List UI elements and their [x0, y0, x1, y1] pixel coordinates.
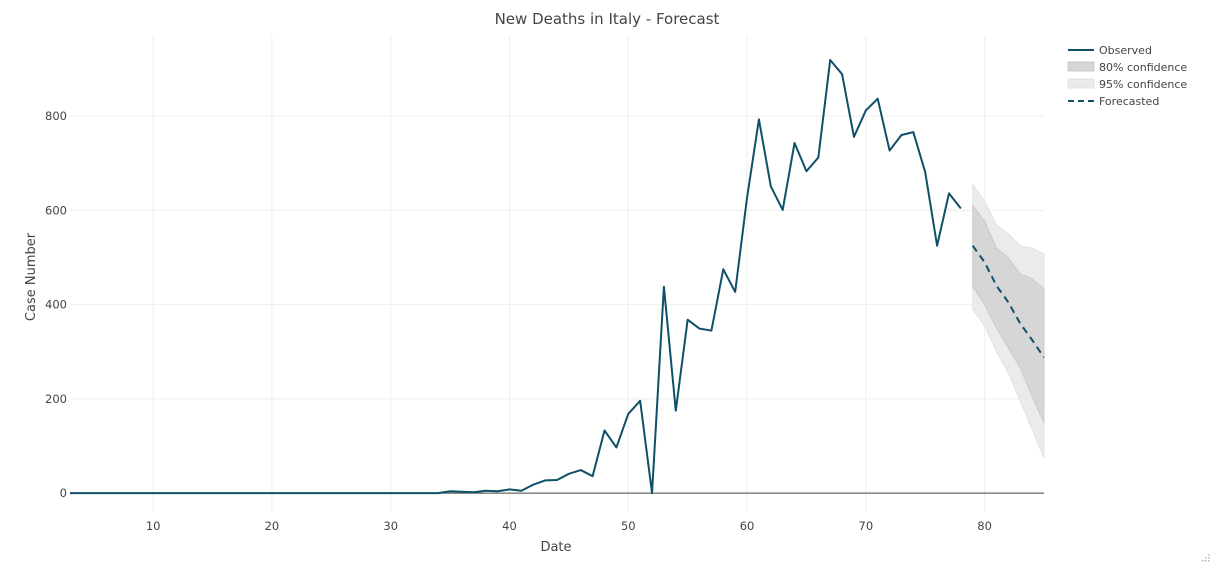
grid	[70, 36, 1044, 512]
legend-80-confidence-swatch	[1067, 61, 1095, 72]
legend-95-confidence-label: 95% confidence	[1099, 78, 1187, 91]
legend-item-80-confidence[interactable]: 80% confidence	[1067, 61, 1187, 74]
resize-handle-icon[interactable]	[1200, 552, 1210, 562]
y-axis-title: Case Number	[24, 232, 39, 321]
chart-title: New Deaths in Italy - Forecast	[495, 10, 720, 28]
y-tick-label: 400	[45, 298, 67, 312]
legend[interactable]: Observed 80% confidence 95% confidence F…	[1067, 44, 1187, 108]
x-tick-label: 80	[977, 519, 992, 533]
legend-item-95-confidence[interactable]: 95% confidence	[1067, 78, 1187, 91]
legend-forecasted-label: Forecasted	[1099, 95, 1159, 108]
forecasted-line	[971, 245, 1045, 358]
legend-80-confidence-label: 80% confidence	[1099, 61, 1187, 74]
band-80-confidence	[972, 204, 1045, 424]
x-tick-label: 50	[621, 519, 636, 533]
x-tick-label: 70	[859, 519, 874, 533]
legend-item-observed[interactable]: Observed	[1068, 44, 1152, 57]
confidence-bands	[972, 183, 1045, 458]
legend-item-forecasted[interactable]: Forecasted	[1068, 95, 1159, 108]
x-tick-label: 20	[265, 519, 280, 533]
x-tick-label: 10	[146, 519, 161, 533]
x-tick-label: 60	[740, 519, 755, 533]
y-tick-label: 0	[60, 486, 67, 500]
series-lines	[70, 59, 1045, 495]
legend-95-confidence-swatch	[1067, 78, 1095, 89]
y-tick-label: 600	[45, 203, 67, 217]
observed-line	[70, 59, 962, 495]
y-tick-label: 800	[45, 109, 67, 123]
y-tick-label: 200	[45, 392, 67, 406]
x-tick-label: 40	[502, 519, 517, 533]
x-axis-title: Date	[540, 540, 571, 555]
x-tick-label: 30	[383, 519, 398, 533]
legend-observed-label: Observed	[1099, 44, 1152, 57]
